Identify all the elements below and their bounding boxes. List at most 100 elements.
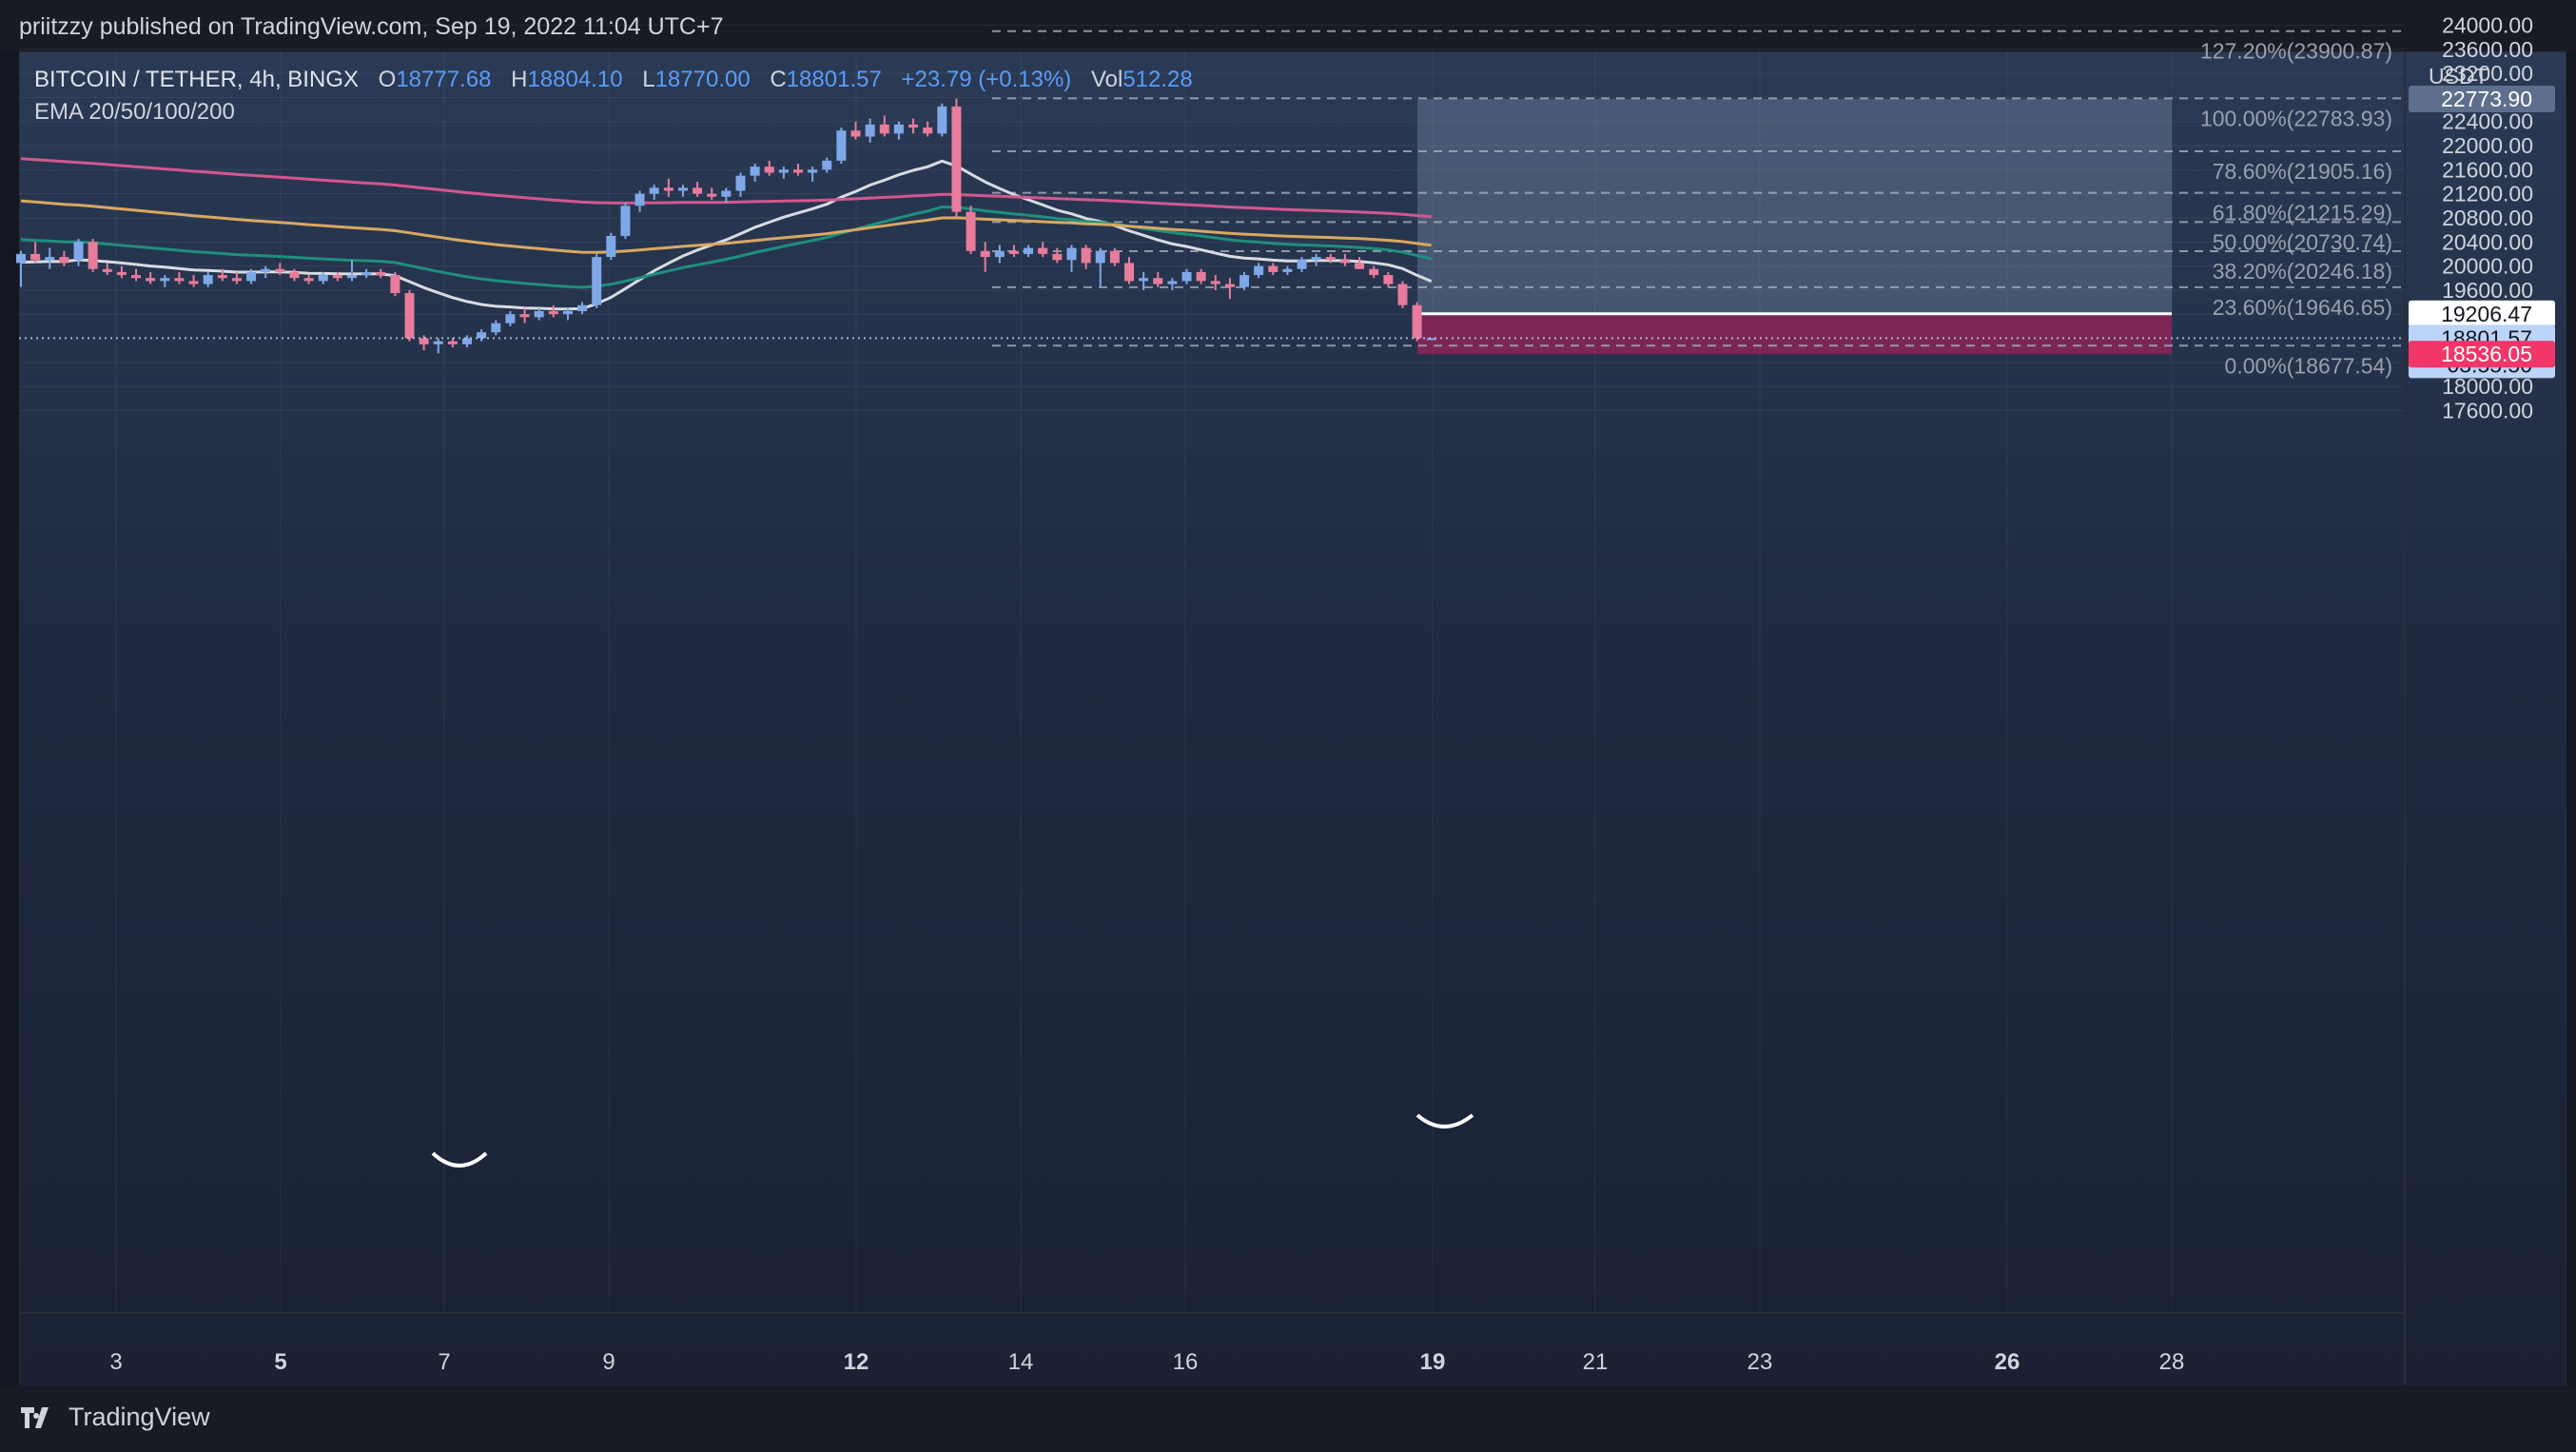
- time-tick-label: 23: [1747, 1349, 1773, 1375]
- candle-body: [1397, 284, 1408, 305]
- time-tick-label: 12: [844, 1349, 869, 1375]
- change-value: +23.79 (+0.13%): [901, 67, 1072, 92]
- time-tick-label: 28: [2159, 1349, 2185, 1375]
- candle-body: [203, 275, 213, 285]
- fib-level-label: 38.20%(20246.18): [2213, 259, 2392, 284]
- candle-body: [361, 271, 372, 276]
- high-label: H: [511, 67, 528, 92]
- symbol-title: BITCOIN / TETHER, 4h, BINGX: [34, 67, 359, 92]
- candle-body: [1239, 275, 1250, 287]
- price-tag-label: 18536.05: [2441, 342, 2532, 366]
- time-tick-label: 9: [602, 1349, 615, 1375]
- smile-annotation: [1415, 1113, 1474, 1128]
- price-tick-label: 22400.00: [2442, 109, 2533, 134]
- symbol-legend: BITCOIN / TETHER, 4h, BINGX O18777.68 H1…: [34, 67, 1193, 93]
- close-value: 18801.57: [786, 67, 882, 92]
- candle-body: [693, 187, 703, 194]
- candle-body: [822, 160, 832, 170]
- candle-body: [1325, 257, 1336, 261]
- publish-bar: priitzzy published on TradingView.com, S…: [0, 0, 2576, 51]
- candle-body: [1224, 284, 1235, 287]
- candle-body: [879, 124, 889, 134]
- candle-body: [735, 175, 746, 191]
- candle-body: [1297, 260, 1307, 269]
- candle-body: [491, 323, 501, 333]
- price-tick-label: 24000.00: [2442, 12, 2533, 37]
- candle-body: [1081, 247, 1091, 264]
- candle-body: [620, 206, 631, 236]
- candle-body: [1008, 250, 1019, 254]
- price-tick-label: 20400.00: [2442, 229, 2533, 254]
- candle-body: [764, 167, 774, 173]
- published-info: priitzzy published on TradingView.com, S…: [19, 13, 724, 40]
- candle-body: [865, 124, 875, 137]
- candle-body: [1066, 247, 1077, 261]
- candle-body: [721, 190, 732, 197]
- candle-body: [505, 314, 516, 324]
- fib-level-label: 78.60%(21905.16): [2213, 159, 2392, 184]
- candle-body: [477, 332, 487, 339]
- candle-body: [30, 253, 41, 261]
- candle-body: [390, 275, 400, 294]
- candle-body: [1268, 265, 1278, 272]
- price-tick-label: 18000.00: [2442, 374, 2533, 399]
- candle-body: [1369, 268, 1379, 276]
- fib-level-label: 0.00%(18677.54): [2225, 353, 2392, 378]
- price-tick-label: 20800.00: [2442, 206, 2533, 230]
- candle-body: [146, 278, 156, 282]
- candle-body: [663, 187, 673, 191]
- candle-body: [59, 257, 69, 264]
- candle-body: [1167, 281, 1178, 285]
- candle-body: [376, 271, 386, 276]
- candle-body: [88, 242, 98, 269]
- candle-body: [750, 167, 760, 176]
- ema-100-line: [20, 199, 1432, 254]
- ema-indicator-label[interactable]: EMA 20/50/100/200: [34, 99, 235, 125]
- candle-body: [951, 106, 962, 212]
- price-tag-bg: [2409, 341, 2555, 368]
- tradingview-brand[interactable]: TradingView: [21, 1403, 210, 1432]
- candle-body: [534, 311, 544, 318]
- candle-body: [1196, 271, 1206, 282]
- chart-pane[interactable]: [19, 51, 2566, 1387]
- low-value: 18770.00: [654, 67, 751, 92]
- candle-body: [836, 130, 847, 161]
- candle-body: [1109, 250, 1120, 264]
- low-label: L: [642, 67, 655, 92]
- candle-body: [1038, 247, 1048, 254]
- candle-body: [1139, 278, 1149, 282]
- candle-body: [606, 235, 616, 258]
- price-tag-label: 19206.47: [2441, 302, 2532, 326]
- candle-body: [289, 271, 300, 279]
- candle-body: [433, 341, 443, 344]
- price-tick-label: 20000.00: [2442, 254, 2533, 279]
- candle-body: [519, 314, 530, 318]
- candle-body: [462, 338, 473, 344]
- candle-body: [16, 253, 26, 264]
- price-tick-label: 19600.00: [2442, 278, 2533, 303]
- candle-body: [893, 124, 904, 134]
- candle-body: [1181, 271, 1192, 282]
- ema-200-line: [20, 157, 1432, 219]
- candle-body: [346, 275, 357, 279]
- candle-body: [404, 293, 415, 339]
- time-tick-label: 14: [1008, 1349, 1034, 1375]
- price-tick-label: 21200.00: [2442, 182, 2533, 206]
- time-tick-label: 3: [109, 1349, 122, 1375]
- price-tick-label: 17600.00: [2442, 398, 2533, 422]
- candle-body: [634, 193, 645, 206]
- candle-body: [188, 281, 199, 285]
- candle-body: [332, 275, 342, 279]
- candle-body: [649, 187, 659, 194]
- candle-body: [1282, 268, 1293, 272]
- fib-level-label: 127.20%(23900.87): [2200, 39, 2392, 64]
- candle-body: [577, 304, 588, 312]
- candle-body: [908, 124, 919, 128]
- candle-body: [45, 257, 55, 261]
- candle-body: [548, 311, 558, 315]
- candle-body: [1426, 338, 1436, 341]
- candle-body: [1024, 247, 1034, 254]
- position-stop-zone: [1417, 313, 2172, 355]
- candle-body: [793, 169, 804, 173]
